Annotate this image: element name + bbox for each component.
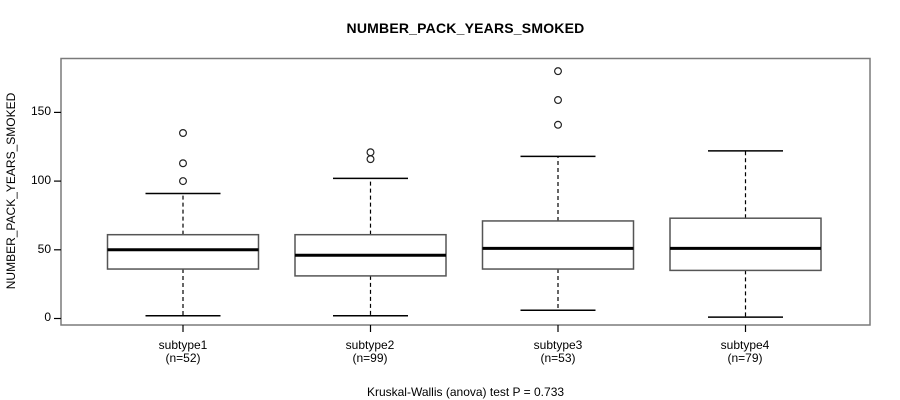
outlier-point bbox=[553, 67, 562, 76]
plot-frame bbox=[60, 57, 871, 326]
group-name: subtype2 bbox=[345, 338, 395, 352]
outlier-point bbox=[366, 148, 375, 157]
group-n: (n=52) bbox=[165, 350, 201, 365]
iqr-box bbox=[106, 233, 260, 270]
iqr-box bbox=[669, 217, 822, 272]
x-axis-label-subtype1: subtype1 (n=52) bbox=[113, 339, 253, 364]
group-name: subtype4 bbox=[720, 338, 770, 352]
y-tick-label-0: 0 bbox=[44, 310, 51, 324]
outlier-point bbox=[553, 96, 562, 105]
stat-test-caption: Kruskal-Wallis (anova) test P = 0.733 bbox=[366, 385, 565, 399]
group-name: subtype3 bbox=[533, 338, 583, 352]
y-tick-label-100: 100 bbox=[30, 173, 51, 187]
outlier-point bbox=[179, 129, 188, 138]
group-name: subtype1 bbox=[158, 338, 208, 352]
y-tick-label-150: 150 bbox=[30, 104, 51, 118]
x-axis-label-subtype3: subtype3 (n=53) bbox=[488, 339, 628, 364]
group-n: (n=99) bbox=[352, 350, 388, 365]
x-axis-label-subtype2: subtype2 (n=99) bbox=[300, 339, 440, 364]
group-n: (n=53) bbox=[540, 350, 576, 365]
chart-title: NUMBER_PACK_YEARS_SMOKED bbox=[346, 20, 585, 36]
group-n: (n=79) bbox=[727, 350, 763, 365]
y-tick-label-50: 50 bbox=[37, 242, 51, 256]
x-axis-label-subtype4: subtype4 (n=79) bbox=[675, 339, 815, 364]
iqr-box bbox=[481, 220, 635, 270]
outlier-point bbox=[553, 120, 562, 129]
outlier-point bbox=[366, 155, 375, 164]
outlier-point bbox=[179, 159, 188, 168]
outlier-point bbox=[179, 177, 188, 186]
